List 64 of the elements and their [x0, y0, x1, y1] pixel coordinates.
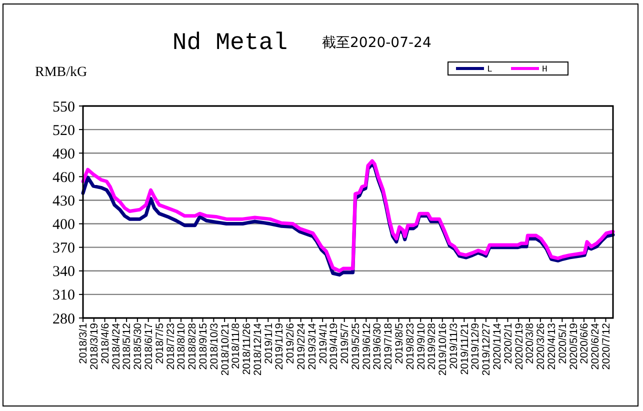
x-tick-label: 2019/1/19: [274, 322, 286, 370]
x-tick-label: 2019/5/25: [350, 322, 362, 370]
x-tick-label: 2018/10/21: [219, 322, 232, 376]
y-tick-label: 520: [52, 122, 75, 139]
x-tick-label: 2019/10/16: [437, 322, 450, 376]
x-tick-label: 2019/12/27: [480, 322, 493, 376]
x-tick-label: 2019/8/5: [393, 322, 406, 364]
x-tick-label: 2019/7/18: [382, 322, 395, 370]
chart-subtitle: 截至2020-07-24: [322, 35, 432, 51]
x-tick-label: 2018/3/1: [78, 322, 90, 364]
y-tick-label: 310: [52, 288, 75, 304]
x-tick-label: 2018/5/30: [132, 322, 144, 370]
x-tick-label: 2018/4/6: [99, 322, 112, 364]
x-tick-label: 2020/3/26: [535, 322, 548, 370]
y-tick-label: 430: [52, 193, 75, 210]
x-tick-label: 2019/6/12: [360, 322, 373, 370]
x-tick-label: 2018/9/15: [197, 322, 210, 370]
x-tick-label: 2018/5/12: [121, 322, 134, 370]
y-tick-label: 460: [52, 170, 75, 186]
x-tick-label: 2020/5/19: [568, 322, 580, 370]
y-tick-label: 370: [52, 240, 75, 257]
x-tick-label: 2019/4/1: [317, 322, 330, 364]
y-tick-label: 550: [52, 99, 75, 116]
legend-label: L: [487, 64, 492, 75]
x-tick-label: 2020/5/1: [556, 322, 569, 364]
x-tick-label: 2018/7/23: [164, 322, 177, 370]
y-axis-title: RMB/kG: [35, 65, 88, 80]
y-tick-label: 280: [52, 311, 75, 328]
chart-title: Nd Metal: [172, 30, 288, 57]
x-tick-label: 2018/8/10: [176, 322, 188, 370]
x-tick-label: 2020/6/24: [590, 322, 602, 370]
x-tick-label: 2018/11/26: [241, 322, 254, 375]
x-tick-label: 2018/11/8: [230, 322, 242, 369]
x-tick-label: 2018/4/24: [110, 322, 122, 370]
x-tick-label: 2020/6/6: [578, 322, 591, 364]
x-tick-label: 2018/12/14: [252, 322, 264, 376]
x-tick-label: 2020/1/14: [492, 322, 504, 370]
x-tick-label: 2018/6/17: [143, 322, 156, 370]
x-tick-label: 2020/7/12: [600, 322, 612, 370]
x-tick-label: 2019/1/1: [262, 322, 275, 364]
y-tick-label: 400: [52, 217, 75, 234]
x-tick-label: 2019/2/24: [295, 322, 308, 370]
x-tick-label: 2019/6/30: [372, 322, 384, 370]
y-tick-label: 490: [52, 146, 75, 162]
x-tick-label: 2018/8/28: [186, 322, 199, 370]
y-tick-label: 340: [52, 264, 75, 280]
x-tick-label: 2019/4/19: [328, 322, 340, 370]
x-tick-label: 2019/12/9: [470, 322, 482, 370]
x-tick-label: 2018/7/5: [154, 322, 166, 364]
x-tick-label: 2019/8/23: [404, 322, 416, 370]
x-tick-label: 2020/4/13: [546, 322, 558, 370]
x-tick-label: 2020/2/19: [513, 322, 526, 370]
x-tick-label: 2019/11/3: [448, 322, 460, 369]
legend-label: H: [542, 64, 548, 75]
x-tick-label: 2019/9/10: [415, 322, 428, 370]
x-tick-label: 2018/10/3: [208, 322, 220, 370]
x-tick-label: 2020/2/1: [502, 322, 514, 364]
x-tick-label: 2019/5/7: [339, 322, 352, 364]
x-tick-label: 2020/3/8: [524, 322, 536, 364]
x-tick-label: 2019/3/14: [306, 322, 318, 370]
x-tick-label: 2019/2/6: [284, 322, 297, 364]
x-tick-label: 2019/9/28: [426, 322, 438, 370]
x-tick-label: 2018/3/19: [88, 322, 101, 370]
x-tick-label: 2019/11/21: [458, 322, 471, 375]
